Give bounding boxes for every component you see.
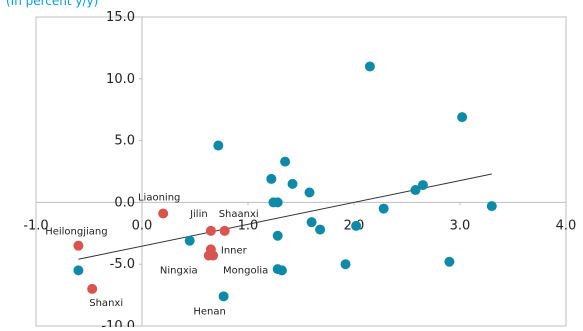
highlight-point: [73, 240, 84, 251]
data-point: [315, 224, 326, 235]
trendline: [78, 173, 492, 260]
data-point: [213, 140, 224, 151]
x-tick-label: 4.0: [556, 218, 577, 233]
y-tick-label: 0.0: [114, 195, 135, 210]
data-point: [378, 203, 389, 214]
plot-frame: [35, 16, 567, 327]
data-point: [266, 173, 277, 184]
point-label: Jilin: [189, 209, 208, 220]
data-point: [73, 265, 84, 276]
data-point: [486, 201, 497, 212]
x-tick-label: 1.0: [238, 218, 259, 233]
data-point: [272, 197, 283, 208]
x-tick-label: -1.0: [23, 218, 48, 233]
data-point: [306, 217, 317, 228]
data-point: [417, 180, 428, 191]
point-label: Shaanxi: [219, 209, 259, 220]
data-point: [444, 256, 455, 267]
data-point: [340, 259, 351, 270]
data-point: [364, 61, 375, 72]
chart-subtitle: (In percent y/y): [6, 0, 99, 8]
highlight-point: [158, 208, 169, 219]
data-point: [457, 112, 468, 123]
y-tick-label: 5.0: [114, 134, 135, 149]
data-point: [287, 178, 298, 189]
highlight-point: [205, 225, 216, 236]
point-label: Shanxi: [89, 298, 123, 309]
data-point: [272, 230, 283, 241]
data-point: [218, 291, 229, 302]
y-tick-label: -10.0: [101, 319, 135, 327]
point-label: Liaoning: [138, 193, 180, 204]
point-label: Ningxia: [160, 266, 198, 277]
x-tick-label: 3.0: [450, 218, 471, 233]
data-point: [410, 185, 421, 196]
data-point: [304, 187, 315, 198]
point-label: Henan: [193, 306, 225, 317]
y-tick-label: -5.0: [110, 257, 135, 272]
y-tick-label: 15.0: [106, 10, 135, 25]
data-point: [184, 235, 195, 246]
point-label: Mongolia: [223, 266, 268, 277]
data-point: [280, 156, 291, 167]
data-point: [351, 220, 362, 231]
highlight-point: [219, 225, 230, 236]
highlight-point: [87, 283, 98, 294]
point-label: Inner: [221, 245, 248, 256]
y-tick-label: 10.0: [106, 72, 135, 87]
point-label: Heilongjiang: [45, 227, 107, 238]
x-tick-label: 0.0: [132, 218, 153, 233]
data-point: [276, 265, 287, 276]
highlight-point: [203, 250, 214, 261]
